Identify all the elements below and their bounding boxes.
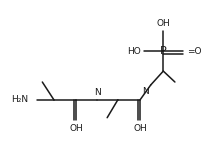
Text: =O: =O (187, 47, 201, 56)
Text: OH: OH (69, 124, 83, 133)
Text: N: N (94, 88, 100, 97)
Text: P: P (159, 46, 166, 56)
Text: H₂N: H₂N (11, 95, 28, 104)
Text: HO: HO (127, 47, 140, 56)
Text: OH: OH (133, 124, 146, 133)
Text: OH: OH (156, 20, 169, 28)
Text: N: N (141, 87, 148, 96)
